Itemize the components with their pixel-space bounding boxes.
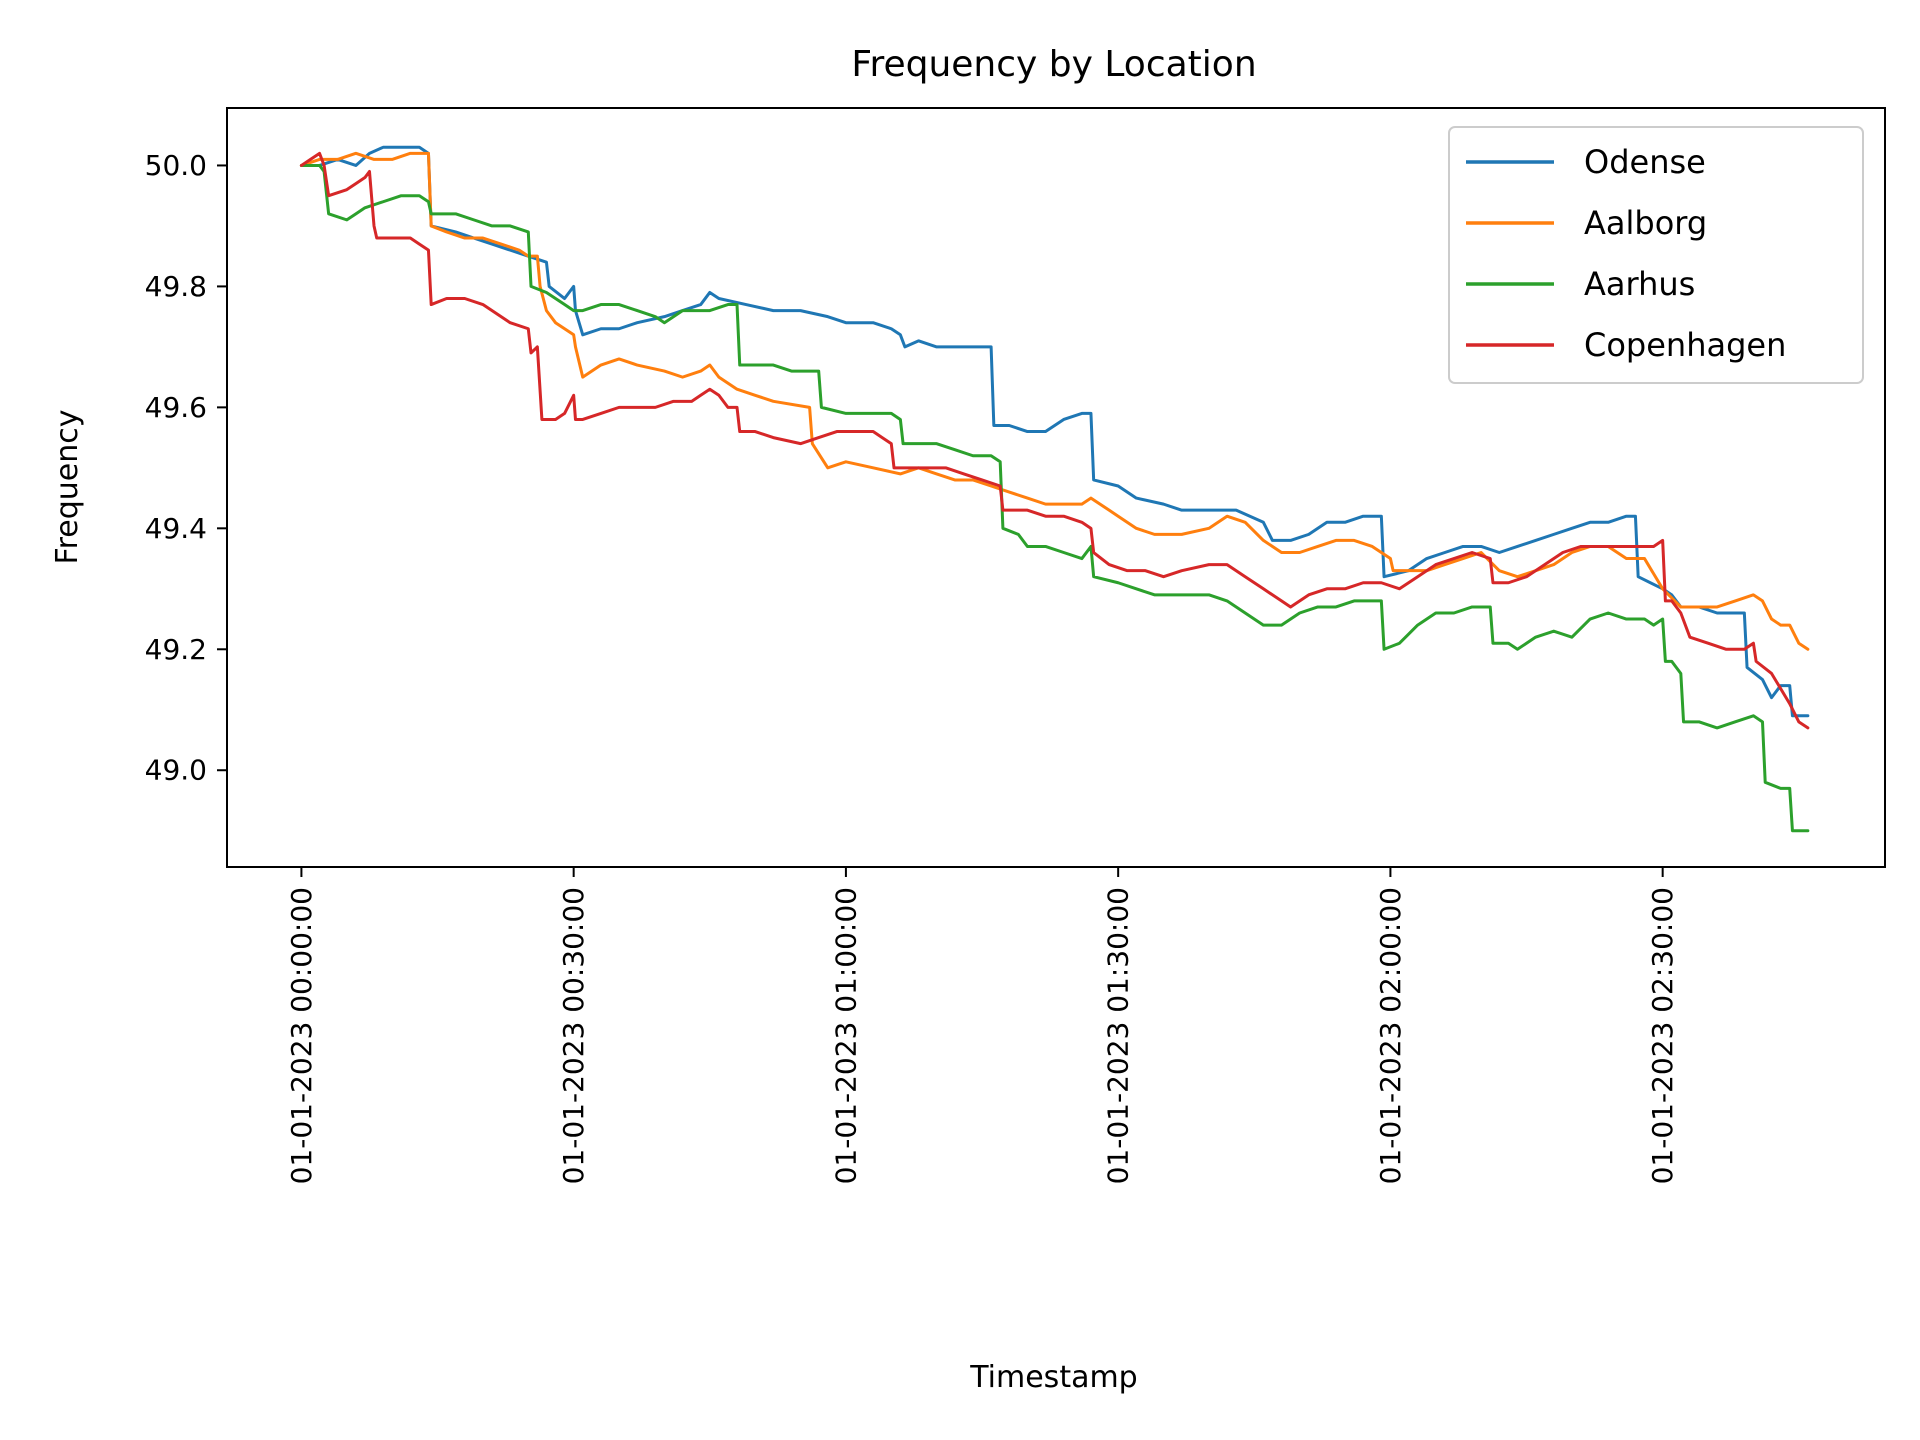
y-tick-label: 50.0 — [145, 149, 207, 182]
legend-label-odense: Odense — [1584, 143, 1706, 181]
x-tick-label: 01-01-2023 02:30:00 — [1646, 887, 1679, 1184]
y-axis-title: Frequency — [50, 410, 85, 565]
series-line-aarhus — [299, 163, 1810, 833]
chart-title: Frequency by Location — [851, 44, 1256, 85]
series-line-odense — [299, 145, 1810, 718]
y-tick-label: 49.8 — [145, 270, 207, 303]
y-tick-label: 49.2 — [145, 633, 207, 666]
plot-area-frame — [226, 107, 1886, 868]
x-tick-label: 01-01-2023 02:00:00 — [1374, 887, 1407, 1184]
legend-items: Odense Aalborg Aarhus Copenhagen — [1466, 143, 1786, 364]
x-tick-label: 01-01-2023 00:00:00 — [285, 887, 318, 1184]
legend-label-aalborg: Aalborg — [1584, 204, 1707, 242]
y-tick-label: 49.6 — [145, 391, 207, 424]
series-line-aalborg — [299, 151, 1810, 651]
x-tick-label: 01-01-2023 01:30:00 — [1102, 887, 1135, 1184]
series-line-copenhagen — [299, 151, 1810, 730]
legend-label-aarhus: Aarhus — [1584, 265, 1695, 303]
y-tick-label: 49.0 — [145, 754, 207, 787]
legend: Odense Aalborg Aarhus Copenhagen — [1448, 126, 1864, 384]
x-axis-ticks: 01-01-2023 00:00:00 01-01-2023 00:30:00 01… — [285, 867, 1679, 1184]
legend-box — [1448, 126, 1864, 384]
x-tick-label: 01-01-2023 01:00:00 — [829, 887, 862, 1184]
y-tick-label: 49.4 — [145, 512, 207, 545]
legend-label-copenhagen: Copenhagen — [1584, 326, 1786, 364]
x-axis-title: Timestamp — [969, 1360, 1137, 1395]
y-axis-ticks: 49.0 49.2 49.4 49.6 49.8 50.0 — [145, 149, 227, 787]
x-tick-label: 01-01-2023 00:30:00 — [557, 887, 590, 1184]
series-layer — [299, 145, 1810, 833]
